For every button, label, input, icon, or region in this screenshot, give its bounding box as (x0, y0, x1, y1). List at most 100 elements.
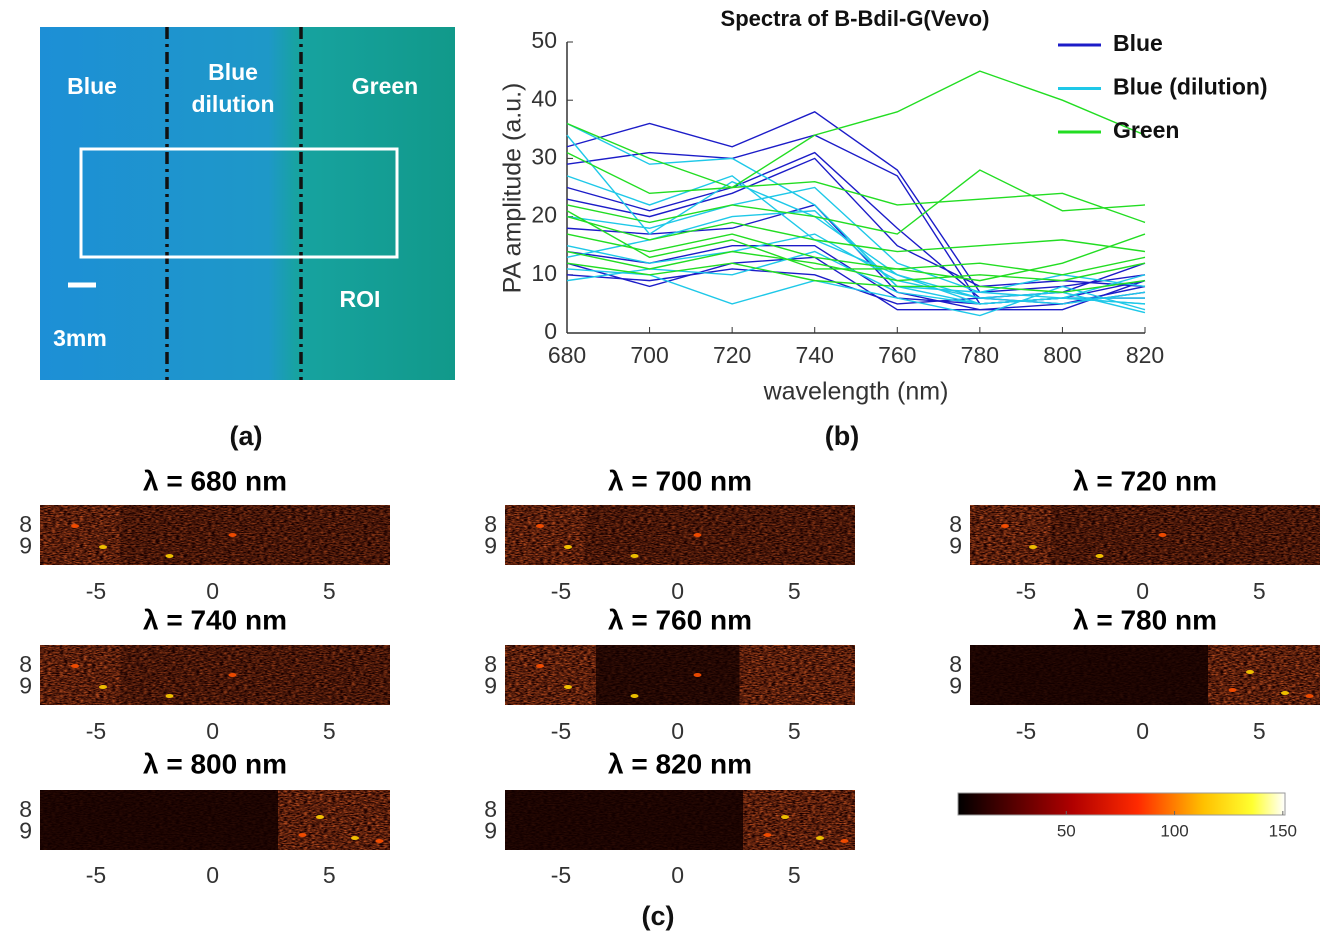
roi-box (79, 147, 399, 259)
y-tick-label: 9 (19, 818, 32, 844)
x-tick-label: -5 (1016, 718, 1036, 744)
heatmap-spot (375, 839, 384, 843)
series-line (566, 70, 1146, 189)
x-tick-label: 740 (796, 342, 834, 368)
x-tick-label: 800 (1043, 342, 1081, 368)
y-tick-label: 30 (531, 143, 557, 169)
x-tick-label: -5 (1016, 578, 1036, 604)
series-line (566, 262, 1146, 293)
heatmap-spot (1305, 694, 1314, 698)
y-tick-label: 9 (484, 818, 497, 844)
series-line (566, 111, 1146, 293)
caption: (b) (825, 421, 859, 451)
heatmap-spot (228, 533, 237, 537)
heatmap-spot (298, 833, 307, 837)
series-line (566, 134, 1146, 314)
y-tick-label: 40 (531, 85, 557, 111)
map-title: λ = 780 nm (1073, 604, 1217, 635)
x-tick-label: 5 (323, 578, 336, 604)
caption: (c) (642, 901, 675, 931)
heatmap-spot (536, 664, 544, 668)
heatmap-spot (840, 839, 849, 843)
series-line (566, 250, 1146, 282)
x-tick-label: 5 (788, 578, 801, 604)
map-title: λ = 680 nm (143, 465, 287, 496)
y-tick-label: 8 (19, 651, 32, 677)
heatmap-spot (1281, 691, 1289, 695)
x-tick-label: 5 (788, 862, 801, 888)
legend-label: Blue (dilution) (1113, 74, 1268, 100)
series-line (566, 157, 1146, 288)
heatmap-shade (120, 505, 390, 565)
heatmap-spot (71, 524, 79, 528)
series-line (566, 250, 1146, 305)
region-label: Green (352, 73, 418, 99)
map-title: λ = 700 nm (608, 465, 752, 496)
legend-label: Green (1113, 117, 1179, 143)
x-tick-label: 720 (713, 342, 751, 368)
x-tick-label: 780 (961, 342, 999, 368)
y-tick-label: 20 (531, 202, 557, 228)
heatmap-spot (1246, 670, 1254, 674)
heatmap-shade (505, 790, 743, 850)
x-tick-label: -5 (551, 718, 571, 744)
x-tick-label: -5 (86, 862, 106, 888)
heatmap-spot (351, 836, 359, 840)
series-line (566, 233, 1146, 276)
x-tick-label: 0 (1136, 718, 1149, 744)
region-label: Blue dilution (191, 59, 275, 117)
series-line (566, 151, 1146, 224)
y-tick-label: 9 (484, 533, 497, 559)
y-tick-label: 10 (531, 260, 557, 286)
heatmap-spot (630, 554, 639, 558)
y-axis-label: PA amplitude (a.u.) (499, 83, 527, 294)
heatmap-spot (693, 673, 702, 677)
colorbar (957, 792, 1286, 816)
heatmap-spot (1228, 688, 1237, 692)
heatmap-spot (564, 685, 572, 689)
x-tick-label: -5 (551, 862, 571, 888)
scale-label: 3mm (53, 325, 107, 351)
heatmap-texture (970, 505, 1320, 565)
x-tick-label: -5 (551, 578, 571, 604)
x-tick-label: 700 (630, 342, 668, 368)
heatmap-spot (781, 815, 789, 819)
heatmap-shade (596, 645, 740, 705)
heatmap-shade (585, 505, 855, 565)
y-tick-label: 9 (19, 673, 32, 699)
chart-title: Spectra of B-Bdil-G(Vevo) (721, 6, 990, 31)
heatmap-spot (630, 694, 639, 698)
y-tick-label: 8 (19, 796, 32, 822)
x-tick-label: -5 (86, 718, 106, 744)
heatmap-spot (1001, 524, 1009, 528)
y-tick-label: 50 (531, 27, 557, 53)
series-line (566, 233, 1146, 305)
x-tick-label: 0 (671, 862, 684, 888)
heatmap-spot (1095, 554, 1104, 558)
colorbar-label: 50 (1057, 821, 1076, 840)
x-tick-label: 0 (671, 718, 684, 744)
x-tick-label: 5 (1253, 718, 1266, 744)
region-label-box: Blue dilution (191, 59, 275, 117)
map-title: λ = 800 nm (143, 748, 287, 779)
heatmap-shade (40, 790, 278, 850)
heatmap-spot (228, 673, 237, 677)
y-tick-label: 8 (484, 511, 497, 537)
heatmap-spot (1029, 545, 1037, 549)
y-tick-label: 9 (949, 673, 962, 699)
x-tick-label: 0 (671, 578, 684, 604)
series-line (566, 215, 1146, 253)
heatmap-spot (763, 833, 772, 837)
heatmap-spot (99, 685, 107, 689)
y-tick-label: 9 (19, 533, 32, 559)
y-tick-label: 8 (949, 651, 962, 677)
x-tick-label: 0 (206, 718, 219, 744)
heatmap-spot (165, 554, 174, 558)
heatmap-texture (40, 505, 390, 565)
colorbar-label: 100 (1160, 821, 1188, 840)
heatmap-shade (120, 645, 390, 705)
legend-label: Blue (1113, 30, 1163, 56)
heatmap-texture (505, 505, 855, 565)
